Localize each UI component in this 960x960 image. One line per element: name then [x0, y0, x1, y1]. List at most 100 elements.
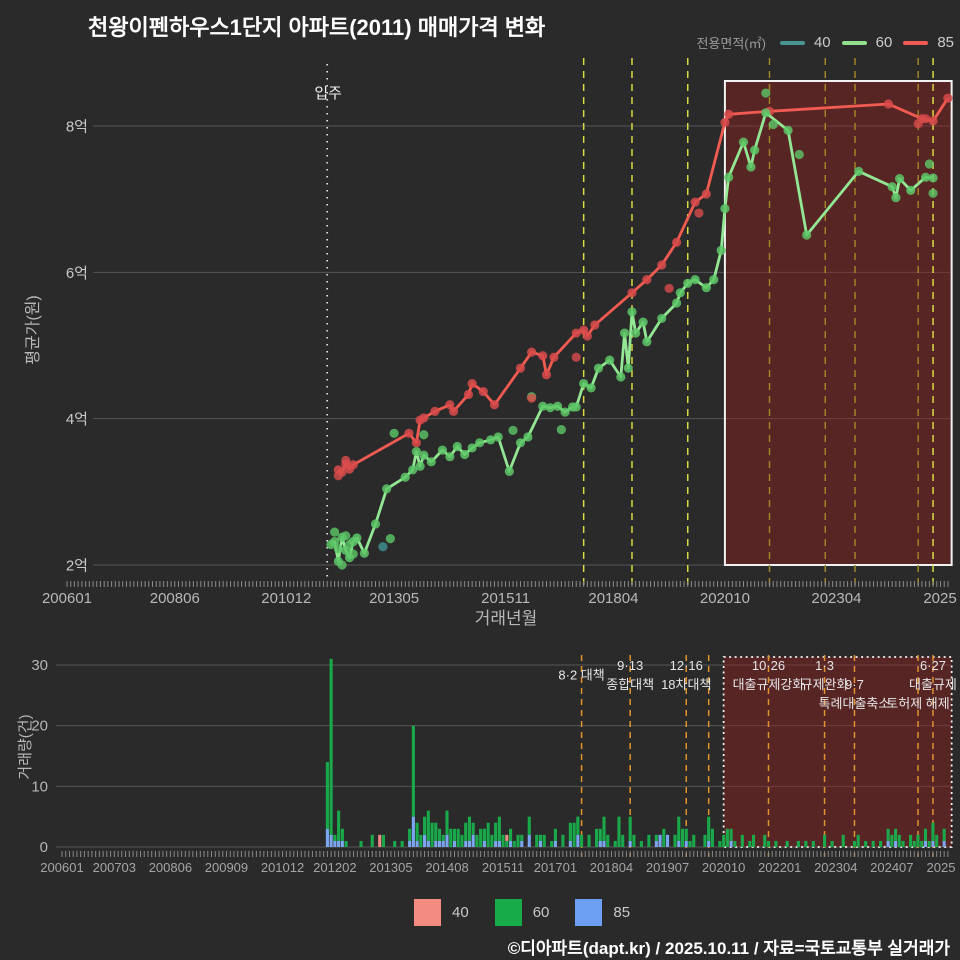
scatter-point — [344, 539, 355, 550]
volume-bar — [400, 840, 404, 847]
volume-bar — [482, 828, 486, 847]
scatter-point — [419, 430, 429, 440]
volume-bar — [561, 834, 565, 847]
volume-bar — [617, 816, 621, 847]
volume-ytick: 0 — [40, 839, 48, 856]
line-swatch-60-icon — [841, 40, 867, 45]
volume-bar — [542, 834, 546, 847]
volume-bar — [419, 834, 423, 847]
scatter-point — [330, 527, 340, 537]
volume-bar — [594, 828, 599, 847]
scatter-point — [389, 428, 399, 438]
volume-bar — [344, 840, 348, 847]
price-x-axis-title: 거래년월 — [475, 609, 538, 628]
volume-bar — [516, 834, 520, 847]
scatter-point — [794, 149, 804, 160]
volume-bar — [456, 828, 460, 847]
volume-bar — [509, 828, 513, 847]
policy-annotation: 9·13 — [617, 658, 643, 673]
scatter-point — [556, 425, 566, 435]
price-xtick: 201012 — [261, 590, 311, 607]
legend-item-85: 85 — [903, 34, 954, 51]
volume-bar — [811, 840, 815, 847]
move-in-label: 입주 — [314, 85, 342, 102]
volume-bar — [639, 840, 643, 847]
volume-bar — [684, 828, 688, 847]
volume-bar — [475, 834, 479, 847]
policy-annotation: 규제완화 — [801, 677, 849, 692]
swatch-60-icon — [494, 899, 522, 926]
volume-ytick: 30 — [31, 657, 48, 674]
scatter-point — [664, 283, 674, 294]
volume-bar — [527, 816, 531, 847]
volume-bar — [325, 762, 329, 847]
volume-legend-item-60: 60 — [494, 899, 549, 926]
volume-bar — [501, 834, 505, 847]
volume-xtick: 201012 — [261, 860, 304, 875]
volume-bar — [494, 822, 498, 847]
scatter-point — [928, 188, 938, 198]
price-y-axis-title: 평균가(원) — [24, 295, 42, 365]
price-xtick: 2025 — [923, 590, 956, 607]
volume-bar — [497, 816, 501, 847]
volume-bar — [725, 828, 729, 847]
volume-bar — [897, 834, 901, 847]
swatch-40-icon — [414, 899, 441, 926]
price-ytick: 8억 — [66, 118, 88, 135]
volume-xtick: 202010 — [702, 860, 745, 875]
page-title: 천왕이펜하우스1단지 아파트(2011) 매매가격 변화 — [88, 15, 546, 40]
volume-xtick: 201408 — [425, 860, 468, 875]
volume-bar — [647, 834, 651, 847]
scatter-point — [761, 88, 771, 98]
volume-bar — [852, 840, 857, 847]
volume-bar — [340, 828, 344, 847]
volume-bar — [471, 822, 475, 847]
volume-bar — [785, 840, 789, 847]
volume-bar — [467, 816, 471, 847]
policy-annotation: 1·3 — [815, 658, 834, 673]
volume-bar — [479, 828, 483, 847]
legend-item-40: 40 — [779, 34, 831, 51]
volume-bar — [460, 834, 464, 847]
volume-bar — [677, 816, 681, 847]
policy-annotation: 특례대출축소 — [819, 696, 891, 711]
volume-bar — [333, 834, 337, 847]
price-ytick: 2억 — [66, 558, 88, 575]
scatter-point — [385, 534, 395, 544]
volume-bar — [894, 828, 898, 847]
scatter-point — [913, 119, 923, 129]
volume-bar — [658, 834, 662, 847]
price-highlight-region — [723, 80, 953, 566]
volume-xtick: 200601 — [40, 860, 83, 875]
volume-xtick: 202407 — [870, 860, 913, 875]
volume-bar — [886, 828, 890, 847]
volume-bar — [486, 822, 490, 847]
volume-bar — [426, 810, 430, 847]
scatter-point — [348, 549, 358, 559]
volume-xtick: 200909 — [205, 860, 248, 875]
volume-bar — [445, 810, 449, 847]
volume-ytick: 20 — [31, 718, 48, 735]
volume-bar — [733, 840, 737, 847]
swatch-85-icon — [575, 899, 603, 926]
volume-bar — [703, 834, 707, 847]
volume-bar — [748, 840, 752, 847]
scatter-point — [333, 471, 343, 481]
volume-bar — [901, 840, 905, 847]
volume-bar — [841, 834, 845, 847]
volume-bar — [662, 828, 666, 847]
price-series-40 — [378, 542, 388, 552]
volume-bar — [830, 840, 834, 847]
policy-annotation: 10·26 — [752, 658, 785, 673]
volume-bar — [553, 828, 557, 847]
volume-bar — [580, 834, 584, 847]
price-series-60 — [326, 108, 938, 566]
scatter-point — [527, 393, 537, 403]
volume-bar — [621, 834, 625, 847]
price-series-85 — [333, 93, 953, 477]
scatter-point — [694, 208, 704, 218]
volume-bar — [568, 822, 572, 847]
volume-bar — [774, 840, 778, 847]
volume-bar — [864, 840, 868, 847]
